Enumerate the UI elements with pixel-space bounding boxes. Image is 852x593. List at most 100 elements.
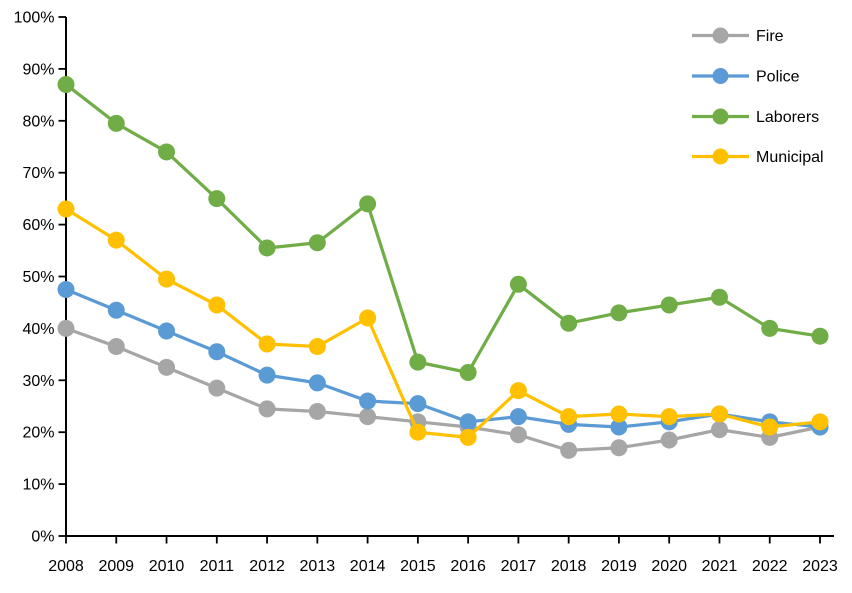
data-point-fire-2019 <box>610 439 628 457</box>
data-point-laborers-2016 <box>459 364 477 382</box>
axes: 0% 10% 20% 30% 40% 50% 60% 70% 80% 90% 100% 2008 200… <box>14 10 838 576</box>
data-point-fire-2011 <box>208 379 226 397</box>
data-point-municipal-2012 <box>258 335 276 353</box>
x-tick-label: 2008 <box>48 558 84 575</box>
x-tick-label: 2016 <box>450 558 486 575</box>
legend-item-laborers: Laborers <box>692 108 819 126</box>
legend-item-police: Police <box>692 68 800 86</box>
data-point-municipal-2008 <box>57 200 75 218</box>
legend-marker-fire <box>712 27 729 44</box>
data-point-police-2008 <box>57 280 75 298</box>
data-point-police-2016 <box>459 413 477 431</box>
x-tick-label: 2009 <box>98 558 134 575</box>
y-tick-label: 0% <box>31 529 54 546</box>
data-point-laborers-2023 <box>811 327 829 345</box>
data-point-laborers-2021 <box>710 288 728 306</box>
data-point-police-2019 <box>610 418 628 436</box>
y-tick-label: 80% <box>22 113 54 130</box>
data-point-laborers-2008 <box>57 75 75 93</box>
data-point-municipal-2018 <box>560 408 578 426</box>
series-line-municipal <box>64 207 822 440</box>
series-line-police <box>64 287 822 429</box>
data-point-laborers-2009 <box>107 114 125 132</box>
series-police <box>57 280 829 436</box>
legend-label-fire: Fire <box>756 28 784 45</box>
data-point-fire-2014 <box>359 408 377 426</box>
x-tick-label: 2019 <box>601 558 637 575</box>
x-tick-label: 2011 <box>200 558 235 575</box>
data-point-police-2013 <box>308 374 326 392</box>
y-tick-label: 60% <box>22 217 54 234</box>
series-fire <box>57 319 829 459</box>
data-point-laborers-2014 <box>359 195 377 213</box>
x-tick-label: 2015 <box>400 558 436 575</box>
y-tick-label: 10% <box>22 477 54 494</box>
data-point-police-2015 <box>409 395 427 413</box>
x-tick-label: 2022 <box>752 558 788 575</box>
data-point-fire-2012 <box>258 400 276 418</box>
x-tick-label: 2017 <box>501 558 537 575</box>
series-line-fire <box>64 326 822 452</box>
data-point-municipal-2016 <box>459 428 477 446</box>
x-tick-label: 2018 <box>551 558 587 575</box>
data-point-laborers-2019 <box>610 304 628 322</box>
data-point-municipal-2020 <box>660 408 678 426</box>
data-point-laborers-2022 <box>761 319 779 337</box>
legend: Fire Police Laborers Municipal <box>692 27 824 166</box>
x-tick-label: 2023 <box>802 558 838 575</box>
data-point-fire-2010 <box>158 358 176 376</box>
y-tick-label: 70% <box>22 165 54 182</box>
data-point-laborers-2018 <box>560 314 578 332</box>
y-tick-label: 40% <box>22 321 54 338</box>
data-point-police-2009 <box>107 301 125 319</box>
x-tick-label: 2012 <box>249 558 285 575</box>
data-point-municipal-2023 <box>811 413 829 431</box>
data-point-police-2014 <box>359 392 377 410</box>
series-line-laborers <box>64 82 822 375</box>
data-point-municipal-2015 <box>409 423 427 441</box>
data-point-municipal-2021 <box>710 405 728 423</box>
data-point-municipal-2017 <box>509 382 527 400</box>
data-point-municipal-2010 <box>158 270 176 288</box>
series-municipal <box>57 200 829 446</box>
data-point-laborers-2010 <box>158 143 176 161</box>
x-tick-label: 2020 <box>651 558 687 575</box>
data-point-municipal-2011 <box>208 296 226 314</box>
data-point-municipal-2019 <box>610 405 628 423</box>
data-point-fire-2018 <box>560 441 578 459</box>
x-tick-label: 2010 <box>149 558 185 575</box>
x-tick-label: 2021 <box>702 558 738 575</box>
data-point-fire-2008 <box>57 319 75 337</box>
data-point-fire-2009 <box>107 338 125 356</box>
legend-marker-municipal <box>712 148 729 165</box>
legend-marker-police <box>712 68 729 84</box>
x-tick-label: 2014 <box>350 558 386 575</box>
y-tick-label: 100% <box>14 10 55 27</box>
legend-item-municipal: Municipal <box>692 148 824 166</box>
data-point-laborers-2015 <box>409 353 427 371</box>
data-point-fire-2017 <box>509 426 527 444</box>
data-point-police-2017 <box>509 408 527 426</box>
data-point-laborers-2011 <box>208 190 226 208</box>
data-point-fire-2020 <box>660 431 678 449</box>
data-point-police-2012 <box>258 366 276 384</box>
y-tick-label: 50% <box>22 269 54 286</box>
series-laborers <box>57 75 829 382</box>
data-point-fire-2021 <box>710 421 728 439</box>
data-point-laborers-2020 <box>660 296 678 314</box>
y-tick-label: 20% <box>22 425 54 442</box>
data-point-municipal-2009 <box>107 231 125 249</box>
data-point-police-2010 <box>158 322 176 340</box>
data-point-municipal-2014 <box>359 309 377 327</box>
data-point-municipal-2013 <box>308 338 326 356</box>
data-point-laborers-2013 <box>308 234 326 252</box>
data-point-police-2011 <box>208 343 226 361</box>
data-point-laborers-2012 <box>258 239 276 257</box>
data-point-fire-2013 <box>308 402 326 420</box>
legend-item-fire: Fire <box>692 27 784 45</box>
legend-label-police: Police <box>756 69 800 86</box>
legend-marker-laborers <box>712 108 729 125</box>
legend-label-municipal: Municipal <box>756 149 824 166</box>
data-point-municipal-2022 <box>761 418 779 436</box>
